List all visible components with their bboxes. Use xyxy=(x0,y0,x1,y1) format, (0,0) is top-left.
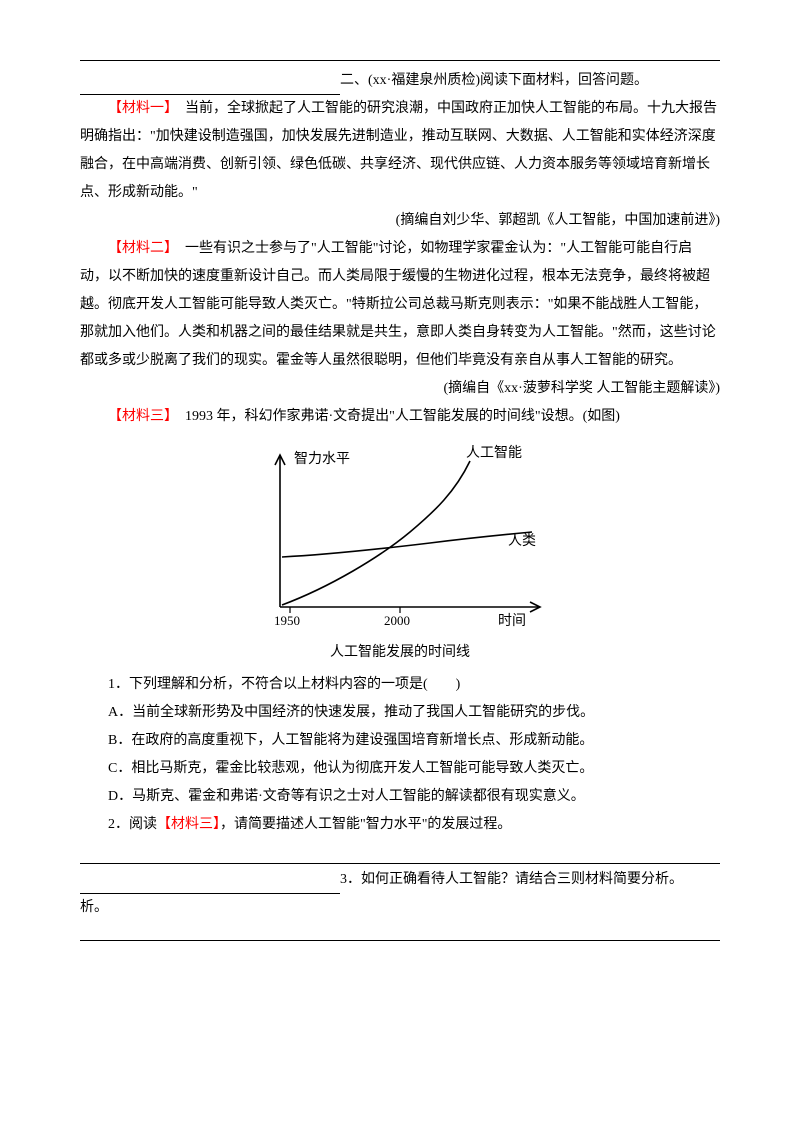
q2: 2．阅读【材料三】，请简要描述人工智能"智力水平"的发展过程。 xyxy=(80,811,720,839)
page-top-rule xyxy=(80,60,720,61)
material-3-body: 1993 年，科幻作家弗诺·文奇提出"人工智能发展的时间线"设想。(如图) xyxy=(185,409,620,424)
q2-prefix: 2．阅读 xyxy=(108,817,157,832)
material-3: 【材料三】 1993 年，科幻作家弗诺·文奇提出"人工智能发展的时间线"设想。(… xyxy=(80,403,720,431)
q2-suffix: ，请简要描述人工智能"智力水平"的发展过程。 xyxy=(220,817,511,832)
header-line-wrap: 二、(xx·福建泉州质检)阅读下面材料，回答问题。 xyxy=(80,67,720,95)
timeline-chart-svg: 智力水平时间 1950 2000 人工智能人类 xyxy=(230,437,570,637)
material-1: 【材料一】 当前，全球掀起了人工智能的研究浪潮，中国政府正加快人工智能的布局。十… xyxy=(80,95,720,207)
q1-option-b: B．在政府的高度重视下，人工智能将为建设强国培育新增长点、形成新动能。 xyxy=(80,727,720,755)
q3-lead-underline xyxy=(80,878,340,894)
header-blank-underline xyxy=(80,79,340,95)
timeline-chart: 智力水平时间 1950 2000 人工智能人类 人工智能发展的时间线 xyxy=(80,437,720,667)
svg-text:人类: 人类 xyxy=(508,533,536,549)
material-1-body: 当前，全球掀起了人工智能的研究浪潮，中国政府正加快人工智能的布局。十九大报告明确… xyxy=(80,101,717,200)
material-1-source: (摘编自刘少华、郭超凯《人工智能，中国加速前进》) xyxy=(80,207,720,235)
q1-stem: 1．下列理解和分析，不符合以上材料内容的一项是( ) xyxy=(80,671,720,699)
q1-option-d: D．马斯克、霍金和弗诺·文奇等有识之士对人工智能的解读都很有现实意义。 xyxy=(80,783,720,811)
material-3-label: 【材料三】 xyxy=(108,409,171,424)
q3-line: 3．如何正确看待人工智能？请结合三则材料简要分析。 xyxy=(80,866,720,894)
answer-rule-1 xyxy=(80,863,720,864)
svg-text:1950: 1950 xyxy=(274,613,300,628)
q1-option-c: C．相比马斯克，霍金比较悲观，他认为彻底开发人工智能可能导致人类灭亡。 xyxy=(80,755,720,783)
q3-tail: 析。 xyxy=(80,894,720,922)
answer-rule-2 xyxy=(80,940,720,941)
material-2-label: 【材料二】 xyxy=(108,241,171,256)
svg-text:2000: 2000 xyxy=(384,613,410,628)
material-1-label: 【材料一】 xyxy=(108,101,171,116)
material-2: 【材料二】 一些有识之士参与了"人工智能"讨论，如物理学家霍金认为："人工智能可… xyxy=(80,235,720,375)
q2-red: 【材料三】 xyxy=(157,817,220,832)
svg-text:人工智能: 人工智能 xyxy=(466,445,522,461)
material-2-source: (摘编自《xx·菠萝科学奖 人工智能主题解读》) xyxy=(80,375,720,403)
chart-caption: 人工智能发展的时间线 xyxy=(80,639,720,667)
svg-text:时间: 时间 xyxy=(498,613,526,629)
q3-text: 3．如何正确看待人工智能？请结合三则材料简要分析。 xyxy=(340,872,683,887)
material-2-body: 一些有识之士参与了"人工智能"讨论，如物理学家霍金认为："人工智能可能自行启动，… xyxy=(80,241,716,368)
header-text: 二、(xx·福建泉州质检)阅读下面材料，回答问题。 xyxy=(340,73,648,88)
svg-text:智力水平: 智力水平 xyxy=(294,451,350,467)
q1-option-a: A．当前全球新形势及中国经济的快速发展，推动了我国人工智能研究的步伐。 xyxy=(80,699,720,727)
